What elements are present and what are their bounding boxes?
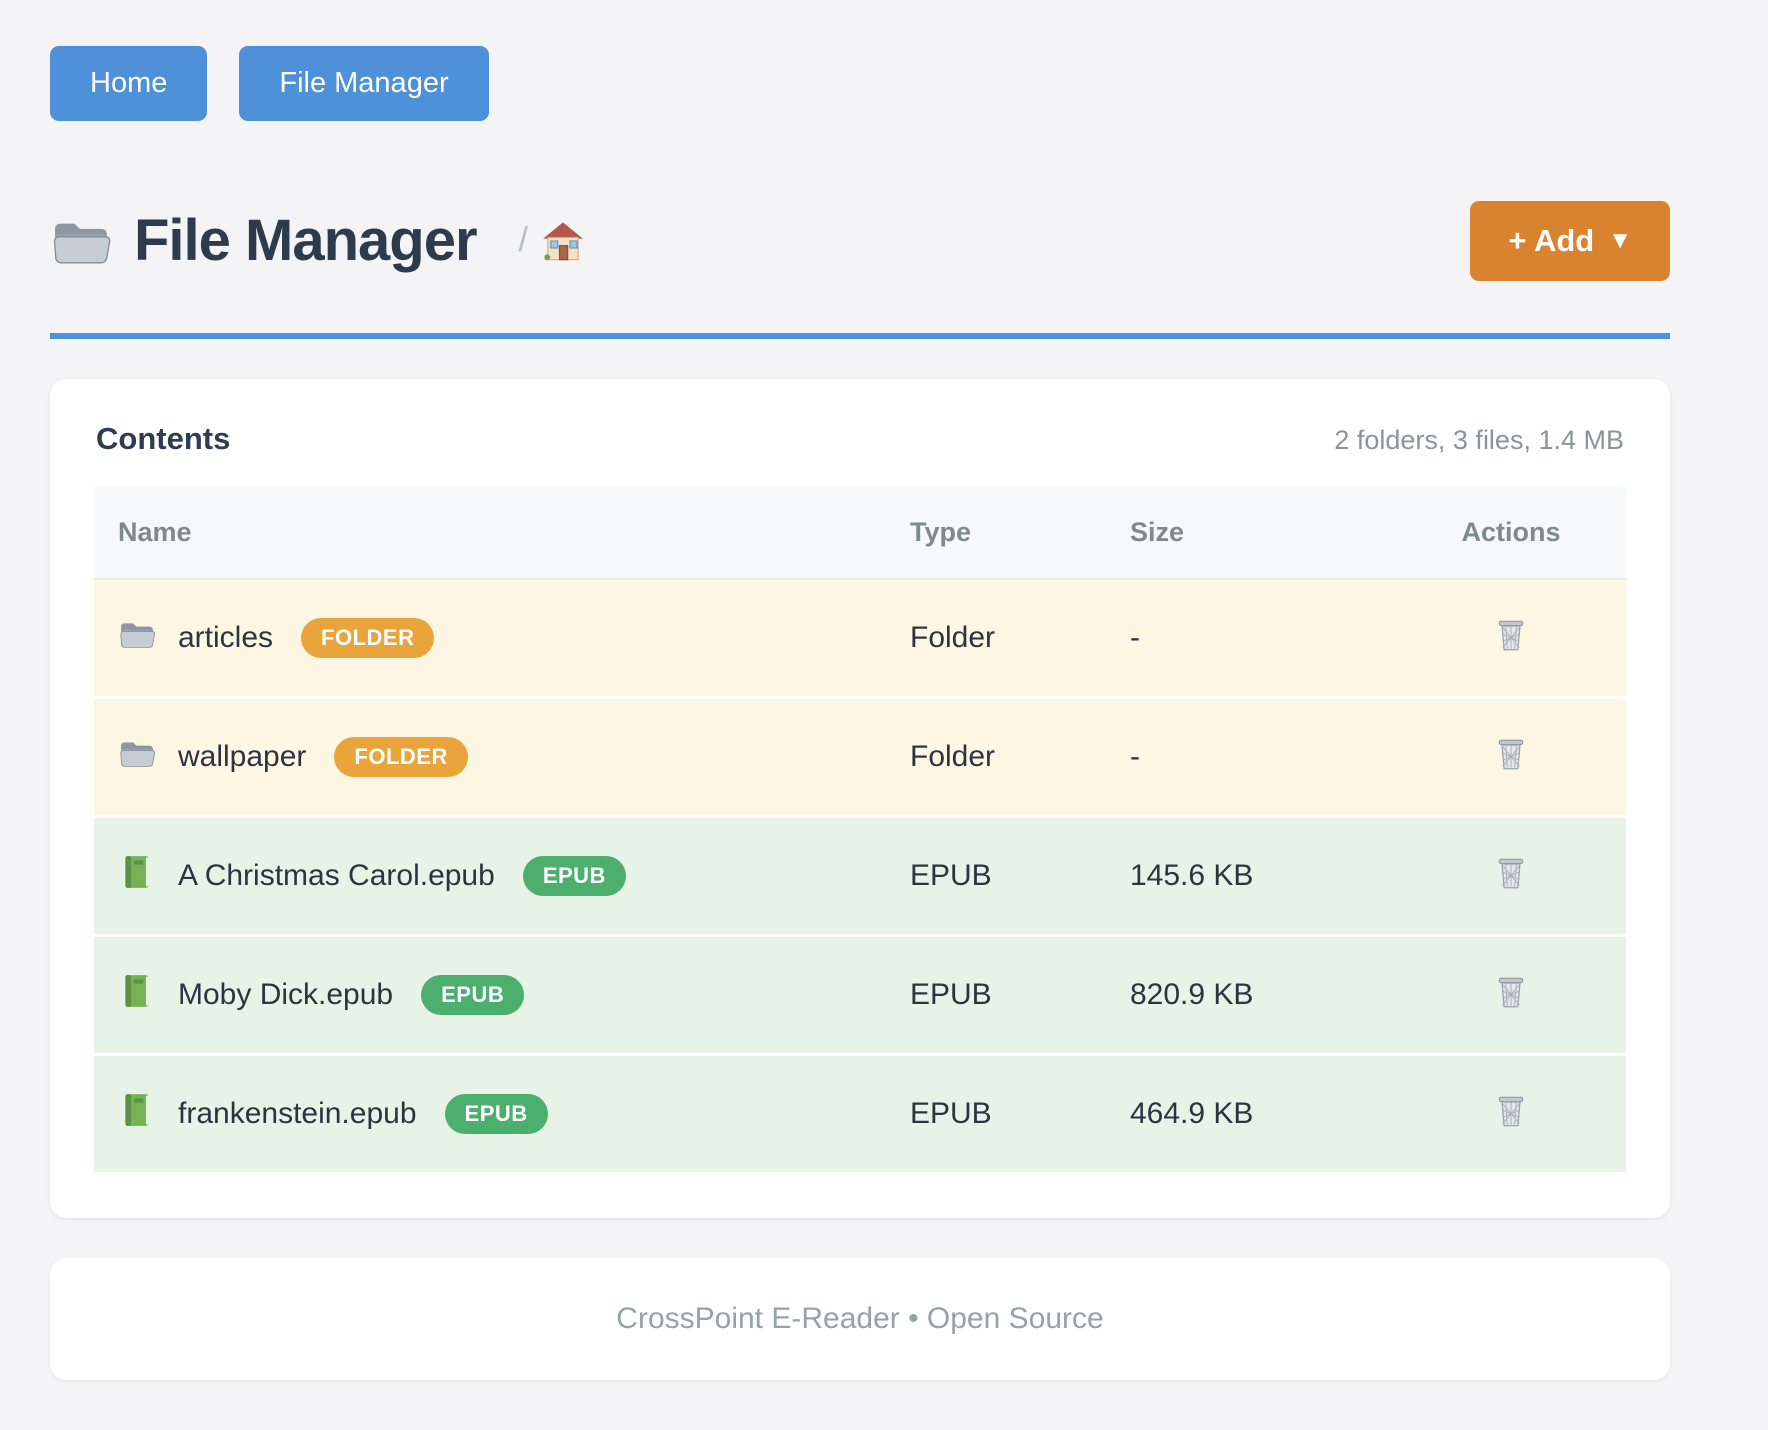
folder-icon [50, 210, 112, 272]
delete-button[interactable] [1490, 971, 1532, 1013]
file-table-header: Name Type Size Actions [94, 486, 1626, 579]
file-name[interactable]: Moby Dick.epub [178, 977, 394, 1011]
title-group: File Manager / [50, 207, 584, 274]
trash-icon [1492, 854, 1530, 892]
add-button[interactable]: + Add ▼ [1470, 200, 1670, 281]
home-icon[interactable] [542, 220, 584, 262]
type-badge: FOLDER [334, 736, 468, 777]
type-badge: EPUB [522, 855, 626, 896]
green-book-icon [118, 972, 156, 1018]
type-cell: Folder [910, 739, 996, 773]
home-button[interactable]: Home [50, 46, 208, 121]
contents-card: Contents 2 folders, 3 files, 1.4 MB Name… [50, 378, 1670, 1218]
type-badge: EPUB [444, 1093, 548, 1134]
contents-heading: Contents [96, 420, 231, 456]
type-badge: FOLDER [301, 617, 435, 658]
delete-button[interactable] [1490, 733, 1532, 775]
delete-button[interactable] [1490, 1090, 1532, 1132]
folder-icon [118, 734, 156, 780]
breadcrumb-separator: / [518, 221, 528, 260]
size-cell: - [1130, 739, 1140, 773]
column-header-size[interactable]: Size [1130, 516, 1185, 547]
contents-header: Contents 2 folders, 3 files, 1.4 MB [94, 421, 1626, 457]
type-cell: EPUB [910, 1096, 992, 1130]
size-cell: 145.6 KB [1130, 858, 1254, 892]
column-header-type[interactable]: Type [910, 516, 972, 547]
size-cell: 464.9 KB [1130, 1096, 1254, 1130]
add-button-label: + Add [1508, 222, 1595, 258]
type-cell: EPUB [910, 858, 992, 892]
type-badge: EPUB [421, 974, 525, 1015]
file-name[interactable]: articles [178, 620, 274, 654]
trash-icon [1492, 973, 1530, 1011]
page-title: File Manager [134, 208, 478, 274]
file-manager-button[interactable]: File Manager [239, 46, 489, 121]
table-row-christmas-carol[interactable]: A Christmas Carol.epub EPUB EPUB 145.6 K… [94, 816, 1626, 936]
size-cell: 820.9 KB [1130, 977, 1254, 1011]
page: Home File Manager File Manager / + Add ▼… [50, 0, 1670, 1430]
chevron-down-icon: ▼ [1608, 226, 1632, 254]
trash-icon [1492, 616, 1530, 654]
table-row-articles[interactable]: articles FOLDER Folder - [94, 578, 1626, 698]
top-nav: Home File Manager [50, 46, 1670, 121]
green-book-icon [118, 853, 156, 899]
green-book-icon [118, 1091, 156, 1137]
contents-summary: 2 folders, 3 files, 1.4 MB [1334, 424, 1624, 455]
file-name[interactable]: A Christmas Carol.epub [178, 858, 495, 892]
column-header-name[interactable]: Name [118, 516, 192, 547]
table-row-frankenstein[interactable]: frankenstein.epub EPUB EPUB 464.9 KB [94, 1054, 1626, 1172]
trash-icon [1492, 1092, 1530, 1130]
page-header: File Manager / + Add ▼ [50, 200, 1670, 281]
type-cell: Folder [910, 620, 996, 654]
breadcrumb: / [519, 220, 584, 262]
footer-text: CrossPoint E-Reader • Open Source [616, 1301, 1104, 1335]
footer: CrossPoint E-Reader • Open Source [50, 1257, 1670, 1380]
delete-button[interactable] [1490, 852, 1532, 894]
size-cell: - [1130, 620, 1140, 654]
trash-icon [1492, 735, 1530, 773]
file-table: Name Type Size Actions articles FOLDER [94, 486, 1626, 1172]
column-header-actions: Actions [1461, 516, 1561, 547]
title-divider [50, 332, 1670, 339]
folder-icon [118, 615, 156, 661]
type-cell: EPUB [910, 977, 992, 1011]
table-row-wallpaper[interactable]: wallpaper FOLDER Folder - [94, 697, 1626, 817]
file-name[interactable]: wallpaper [178, 739, 307, 773]
delete-button[interactable] [1490, 614, 1532, 656]
file-name[interactable]: frankenstein.epub [178, 1096, 417, 1130]
table-row-moby-dick[interactable]: Moby Dick.epub EPUB EPUB 820.9 KB [94, 935, 1626, 1055]
